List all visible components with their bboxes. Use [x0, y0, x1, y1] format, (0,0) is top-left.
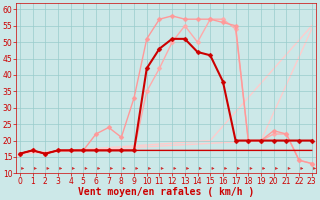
- X-axis label: Vent moyen/en rafales ( km/h ): Vent moyen/en rafales ( km/h ): [78, 187, 254, 197]
